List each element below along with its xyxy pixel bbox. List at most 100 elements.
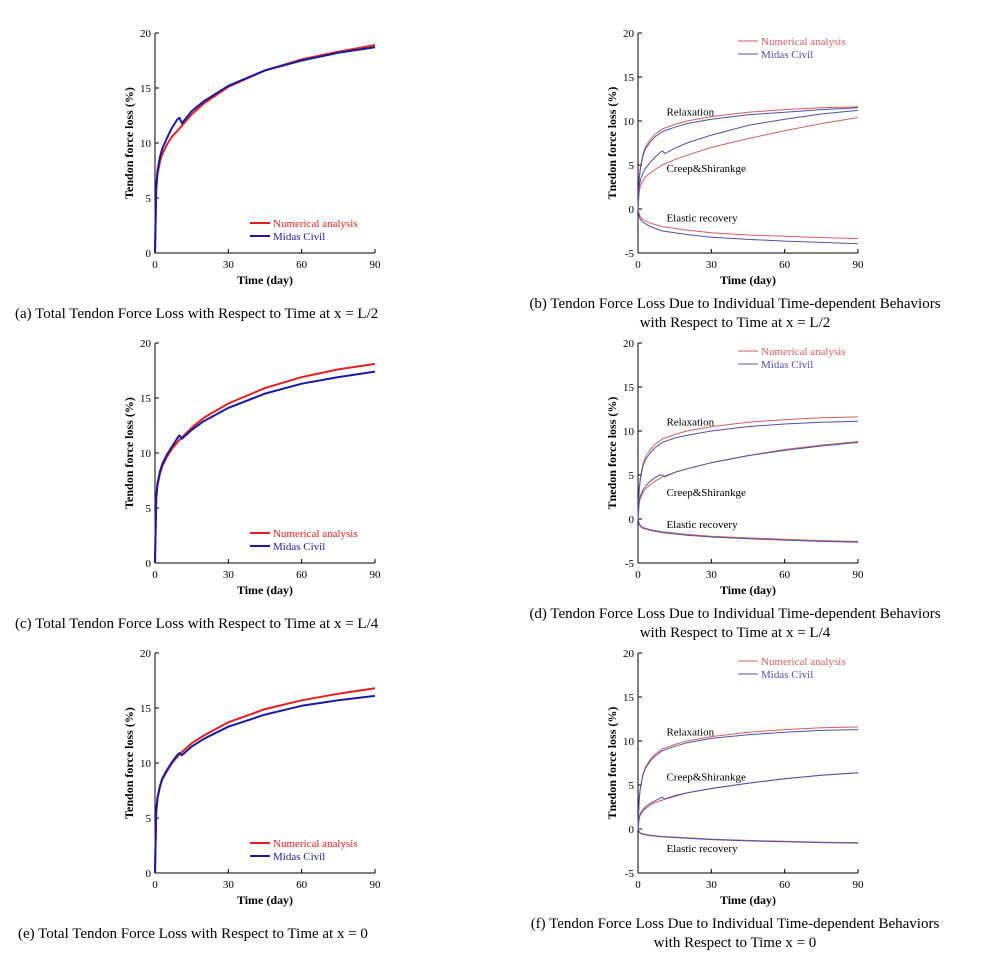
y-tick-label: 5 <box>146 193 152 205</box>
chart-panel-d: -5 0 5 10 15 20 0 30 60 90 Time (day) Tnedon force … <box>495 330 990 640</box>
x-tick-label: 90 <box>370 569 382 581</box>
caption-a-line-1: (a) Total Tendon Force Loss with Respect… <box>15 306 379 322</box>
series-line-2 <box>154 46 376 254</box>
caption-d-line-1: (d) Tendon Force Loss Due to Individual … <box>529 606 941 622</box>
x-axis-title: Time (day) <box>237 893 293 907</box>
series-line-2 <box>637 107 859 210</box>
annotation-label: Relaxation <box>666 107 714 119</box>
caption-f: (f) Tendon Force Loss Due to Individual … <box>495 915 975 953</box>
y-axis-title: Tnedon force loss (%) <box>605 397 619 510</box>
series-line-3 <box>637 117 859 210</box>
x-tick-label: 60 <box>296 569 308 581</box>
series-line-4 <box>637 441 859 520</box>
y-tick-label: 20 <box>623 338 635 350</box>
legend-label: Numerical analysis <box>761 656 846 668</box>
y-tick-label: 15 <box>623 692 635 704</box>
y-tick-label: 0 <box>629 514 635 526</box>
y-axis-title: Tendon force loss (%) <box>122 397 136 509</box>
x-tick-label: 30 <box>706 569 718 581</box>
legend-label: Midas Civil <box>273 851 325 863</box>
series-line-2 <box>154 694 376 874</box>
y-tick-label: 0 <box>146 558 152 570</box>
y-axis-title: Tnedon force loss (%) <box>605 707 619 820</box>
y-tick-label: 20 <box>140 28 152 40</box>
series-line-1 <box>637 416 859 520</box>
legend-label: Numerical analysis <box>761 346 846 358</box>
y-tick-label: 0 <box>146 248 152 260</box>
caption-e: (e) Total Tendon Force Loss with Respect… <box>18 925 368 944</box>
y-tick-label: 20 <box>623 28 635 40</box>
x-tick-label: 30 <box>223 259 235 271</box>
legend-label: Numerical analysis <box>273 528 358 540</box>
x-tick-label: 0 <box>152 569 158 581</box>
x-tick-label: 90 <box>853 879 865 891</box>
x-tick-label: 0 <box>635 569 641 581</box>
y-tick-label: 20 <box>623 648 635 660</box>
annotation-label: Elastic recovery <box>666 843 738 855</box>
chart-panel-e: 0 5 10 15 20 0 30 60 90 Time (day) Tendon force lo… <box>0 640 495 961</box>
caption-c-line-1: (c) Total Tendon Force Loss with Respect… <box>15 616 379 632</box>
caption-b-line-2: with Respect to Time at x = L/2 <box>639 315 831 331</box>
series-line-6 <box>637 828 859 844</box>
caption-e-line-1: (e) Total Tendon Force Loss with Respect… <box>18 926 368 942</box>
x-tick-label: 60 <box>779 259 791 271</box>
annotation-label: Creep&Shirankge <box>666 487 746 499</box>
y-tick-label: 0 <box>146 868 152 880</box>
series-line-4 <box>637 109 859 210</box>
y-tick-label: 5 <box>629 780 635 792</box>
x-tick-label: 90 <box>853 259 865 271</box>
y-tick-label: 15 <box>623 72 635 84</box>
caption-a: (a) Total Tendon Force Loss with Respect… <box>15 305 378 324</box>
y-tick-label: 10 <box>623 736 635 748</box>
annotation-label: Elastic recovery <box>666 519 738 531</box>
y-tick-label: 5 <box>629 160 635 172</box>
x-tick-label: 60 <box>779 879 791 891</box>
x-axis-title: Time (day) <box>720 273 776 287</box>
x-tick-label: 30 <box>706 259 718 271</box>
series-line-6 <box>637 208 859 245</box>
annotation-label: Relaxation <box>666 417 714 429</box>
series-line-5 <box>637 208 859 239</box>
x-tick-label: 60 <box>296 259 308 271</box>
y-tick-label: 15 <box>623 382 635 394</box>
chart-panel-c: 0 5 10 15 20 0 30 60 90 Time (day) Tendon force lo… <box>0 330 495 640</box>
caption-f-line-2: with Respect to Time x = 0 <box>653 935 817 951</box>
x-tick-label: 30 <box>223 569 235 581</box>
x-axis-title: Time (day) <box>720 583 776 597</box>
annotation-label: Creep&Shirankge <box>666 163 746 175</box>
chart-panel-a: 0 5 10 15 20 0 30 60 90 Time (day) Tendon force lo… <box>0 0 495 330</box>
y-tick-label: 10 <box>623 426 635 438</box>
x-tick-label: 90 <box>853 569 865 581</box>
series-line-2 <box>154 370 376 564</box>
chart-a-svg: 0 5 10 15 20 0 30 60 90 Time (day) Tendon force lo… <box>122 28 381 287</box>
y-axis-title: Tnedon force loss (%) <box>605 87 619 200</box>
x-tick-label: 0 <box>152 879 158 891</box>
series-line-2 <box>637 420 859 520</box>
annotation-label: Elastic recovery <box>666 212 738 224</box>
legend-label: Numerical analysis <box>761 36 846 48</box>
x-tick-label: 30 <box>706 879 718 891</box>
y-tick-label: 20 <box>140 648 152 660</box>
y-axis-title: Tendon force loss (%) <box>122 87 136 199</box>
series-line-3 <box>637 441 859 520</box>
legend-label: Midas Civil <box>761 669 813 681</box>
caption-b-line-1: (b) Tendon Force Loss Due to Individual … <box>529 296 941 312</box>
y-tick-label: -5 <box>625 248 635 260</box>
y-tick-label: 15 <box>140 703 152 715</box>
caption-b: (b) Tendon Force Loss Due to Individual … <box>495 295 975 333</box>
y-tick-label: 10 <box>623 116 635 128</box>
annotation-label: Creep&Shirankge <box>666 772 746 784</box>
x-axis-title: Time (day) <box>720 893 776 907</box>
x-axis-title: Time (day) <box>237 273 293 287</box>
y-axis-title: Tendon force loss (%) <box>122 707 136 819</box>
x-tick-label: 0 <box>635 259 641 271</box>
x-tick-label: 0 <box>635 879 641 891</box>
chart-panel-b: -5 0 5 10 15 20 0 30 60 90 Time (day) Tnedon force … <box>495 0 990 330</box>
y-tick-label: -5 <box>625 868 635 880</box>
caption-d-line-2: with Respect to Time at x = L/4 <box>639 625 831 641</box>
caption-d: (d) Tendon Force Loss Due to Individual … <box>495 605 975 643</box>
legend-label: Midas Civil <box>761 49 813 61</box>
